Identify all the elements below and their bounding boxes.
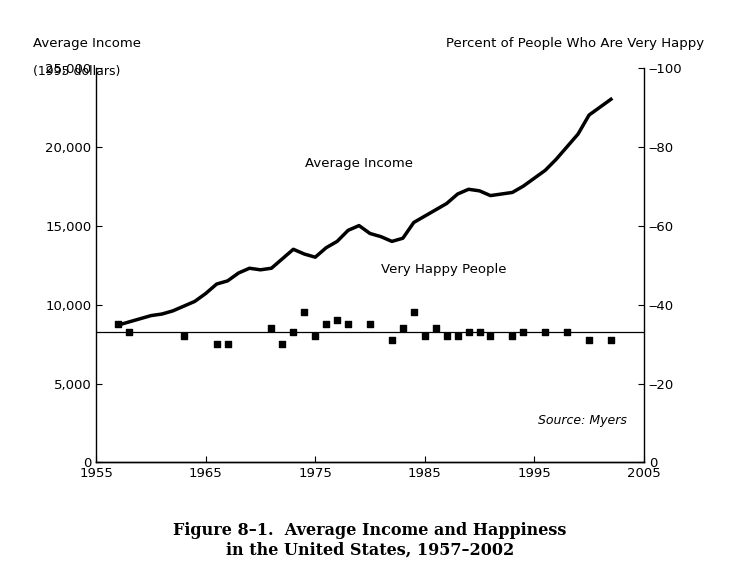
- Point: [178, 332, 189, 341]
- Point: [112, 320, 124, 329]
- Point: [506, 332, 518, 341]
- Point: [332, 316, 343, 325]
- Point: [462, 328, 474, 337]
- Point: [342, 320, 354, 329]
- Point: [408, 308, 420, 317]
- Text: Average Income: Average Income: [33, 37, 141, 50]
- Text: Average Income: Average Income: [305, 157, 413, 170]
- Point: [561, 328, 573, 337]
- Point: [441, 332, 453, 341]
- Point: [430, 324, 442, 333]
- Point: [539, 328, 551, 337]
- Point: [320, 320, 332, 329]
- Point: [583, 336, 595, 345]
- Text: Source: Myers: Source: Myers: [539, 414, 628, 427]
- Point: [419, 332, 431, 341]
- Text: Very Happy People: Very Happy People: [381, 263, 506, 276]
- Text: Figure 8–1.  Average Income and Happiness
in the United States, 1957–2002: Figure 8–1. Average Income and Happiness…: [173, 522, 567, 558]
- Point: [364, 320, 376, 329]
- Point: [474, 328, 485, 337]
- Point: [386, 336, 398, 345]
- Point: [211, 340, 223, 349]
- Text: Percent of People Who Are Very Happy: Percent of People Who Are Very Happy: [446, 37, 704, 50]
- Point: [451, 332, 463, 341]
- Point: [287, 328, 299, 337]
- Point: [605, 336, 617, 345]
- Point: [485, 332, 497, 341]
- Text: (1995 dollars): (1995 dollars): [33, 64, 121, 78]
- Point: [266, 324, 278, 333]
- Point: [222, 340, 234, 349]
- Point: [123, 328, 135, 337]
- Point: [397, 324, 408, 333]
- Point: [298, 308, 310, 317]
- Point: [309, 332, 321, 341]
- Point: [517, 328, 529, 337]
- Point: [277, 340, 289, 349]
